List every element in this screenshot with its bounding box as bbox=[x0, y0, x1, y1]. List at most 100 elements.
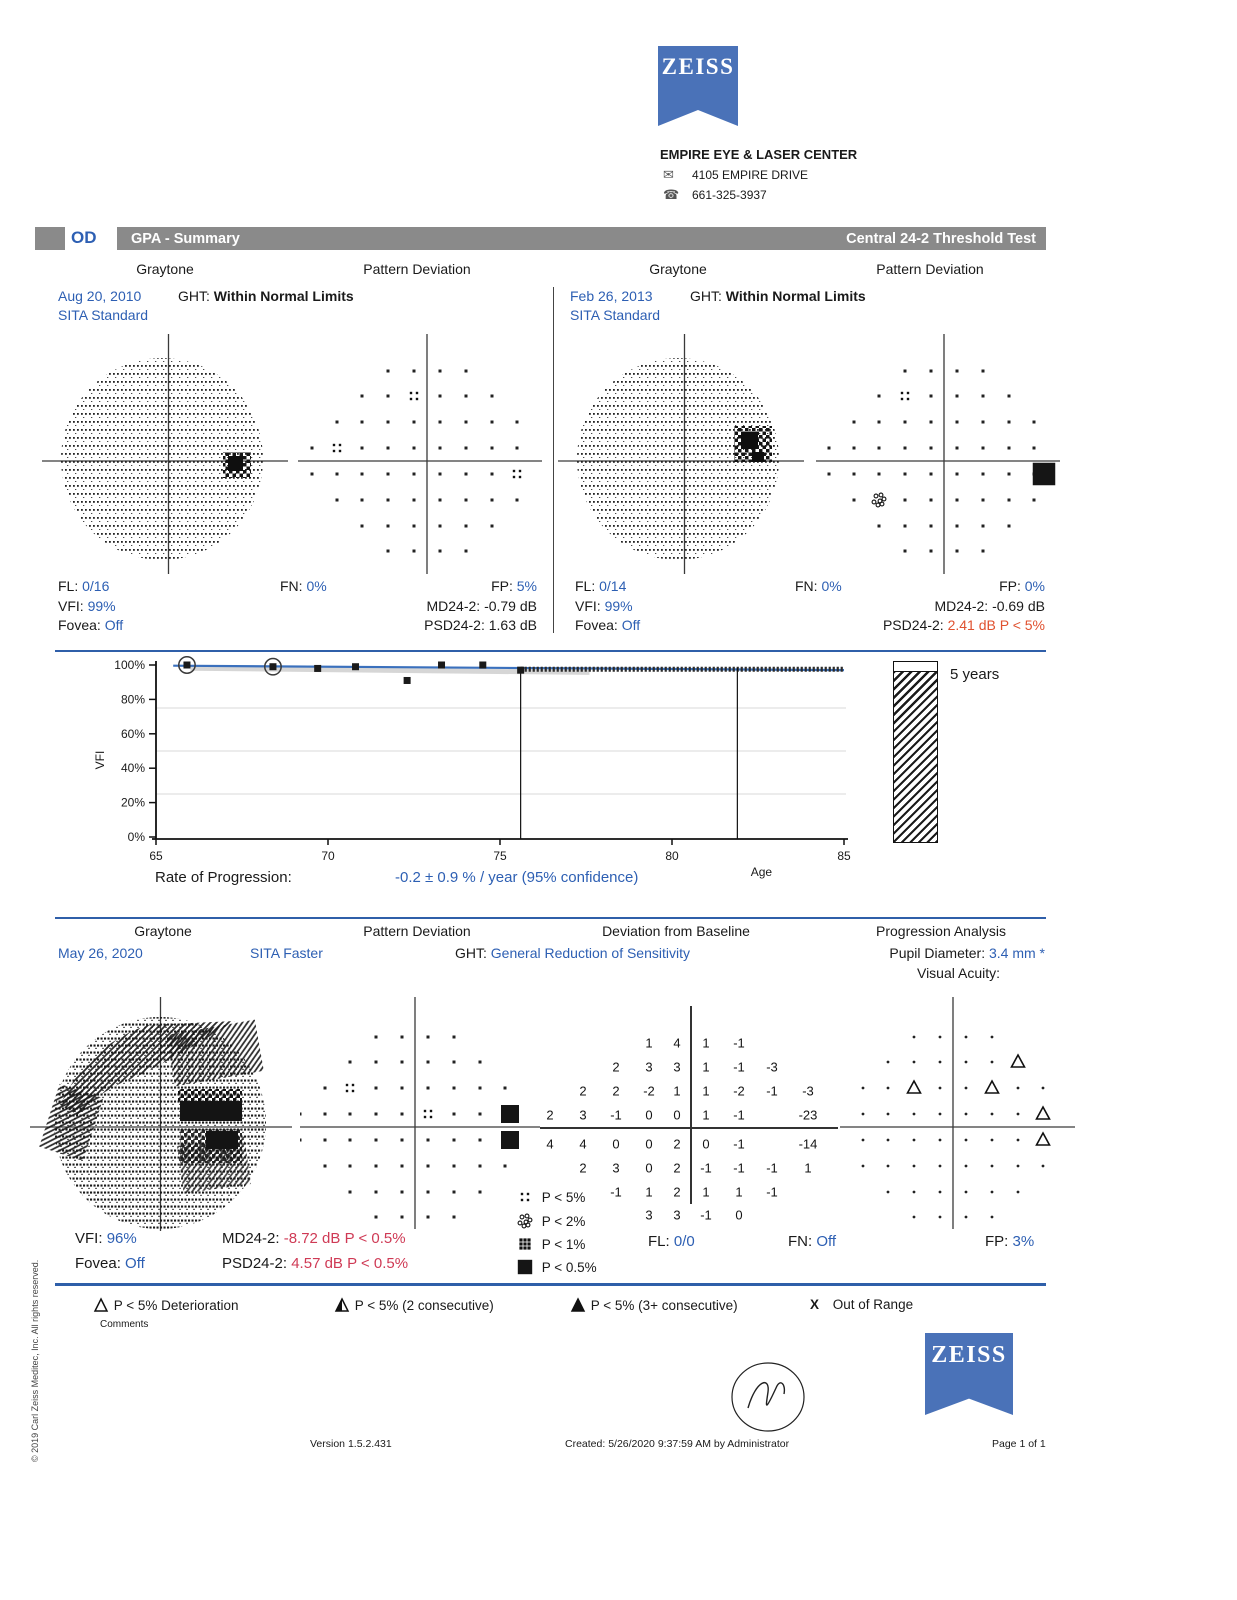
followup-fovea: Fovea: Off bbox=[75, 1255, 145, 1272]
page-number: Page 1 of 1 bbox=[992, 1438, 1046, 1450]
deviation-value: 0 bbox=[702, 1136, 710, 1152]
deviation-value: 2 bbox=[612, 1059, 620, 1075]
followup-strategy: SITA Faster bbox=[250, 945, 323, 961]
svg-text:85: 85 bbox=[837, 849, 851, 863]
report-title: GPA - Summary bbox=[131, 230, 240, 247]
deviation-value: -1 bbox=[733, 1107, 745, 1123]
deviation-value: 1 bbox=[804, 1160, 812, 1176]
svg-text:20%: 20% bbox=[121, 796, 145, 810]
graytone-plot-2013 bbox=[558, 334, 804, 574]
deviation-value: -14 bbox=[798, 1136, 818, 1152]
zeiss-logo-text: ZEISS bbox=[661, 54, 735, 79]
deviation-value: 0 bbox=[645, 1136, 653, 1152]
comments-label: Comments bbox=[100, 1319, 149, 1330]
legend-p5: P < 5% bbox=[514, 1188, 585, 1206]
svg-text:65: 65 bbox=[149, 849, 163, 863]
open-triangle-icon bbox=[93, 1297, 109, 1312]
deviation-value: -23 bbox=[798, 1107, 818, 1123]
deviation-value: -3 bbox=[802, 1083, 814, 1099]
baseline2-fovea: Fovea: Off bbox=[575, 617, 641, 633]
deviation-value: -2 bbox=[643, 1083, 655, 1099]
col-deviation-from-baseline: Deviation from Baseline bbox=[602, 923, 750, 939]
legend-p2: P < 2% bbox=[514, 1212, 585, 1230]
svg-text:40%: 40% bbox=[121, 761, 145, 775]
pupil-diameter: Pupil Diameter: 3.4 mm * bbox=[889, 945, 1045, 961]
progression-analysis-plot bbox=[840, 997, 1075, 1229]
deviation-value: 1 bbox=[702, 1184, 710, 1200]
deviation-value: 3 bbox=[579, 1107, 587, 1123]
baseline2-fn: FN: 0% bbox=[795, 578, 842, 594]
deviation-value: 3 bbox=[612, 1160, 620, 1176]
graytone-plot-2020 bbox=[30, 997, 292, 1231]
svg-text:100%: 100% bbox=[114, 658, 145, 672]
test-type: Central 24-2 Threshold Test bbox=[846, 230, 1036, 247]
deviation-value: 1 bbox=[645, 1035, 653, 1051]
clinic-phone: 661-325-3937 bbox=[692, 188, 767, 202]
deviation-value: 3 bbox=[645, 1059, 653, 1075]
deviation-value: -2 bbox=[733, 1083, 745, 1099]
followup-date: May 26, 2020 bbox=[58, 945, 143, 961]
deviation-value: -1 bbox=[610, 1107, 622, 1123]
panel-divider bbox=[553, 287, 555, 633]
deviation-value: 0 bbox=[612, 1136, 620, 1152]
deviation-value: 1 bbox=[735, 1184, 743, 1200]
col-pattern-deviation-1: Pattern Deviation bbox=[363, 261, 471, 277]
p05-symbol-icon bbox=[517, 1259, 533, 1275]
deviation-value: -1 bbox=[766, 1083, 778, 1099]
deviation-value: 4 bbox=[579, 1136, 587, 1152]
pattern-deviation-plot-2020 bbox=[300, 997, 540, 1229]
deviation-value: 1 bbox=[702, 1035, 710, 1051]
legend-2-consecutive: P < 5% (2 consecutive) bbox=[334, 1297, 494, 1313]
deviation-from-baseline-grid: 1 4 1 -1 2 3 3 1 -1 -3 2 2 -2 1 1 -2 -1 -3 2 3 -1 0 0 1 -1 -23 4 4 0… bbox=[540, 1000, 840, 1223]
deviation-value: 3 bbox=[645, 1207, 653, 1223]
col-pattern-deviation-2: Pattern Deviation bbox=[876, 261, 984, 277]
col-graytone-3: Graytone bbox=[134, 923, 192, 939]
followup-ght: GHT: General Reduction of Sensitivity bbox=[455, 945, 690, 961]
deviation-value: -1 bbox=[733, 1035, 745, 1051]
baseline1-fn: FN: 0% bbox=[280, 578, 327, 594]
title-bar: GPA - Summary Central 24-2 Threshold Tes… bbox=[117, 227, 1046, 250]
x-symbol: X bbox=[810, 1297, 820, 1312]
version-text: Version 1.5.2.431 bbox=[310, 1438, 392, 1450]
svg-text:70: 70 bbox=[321, 849, 335, 863]
deviation-value: -1 bbox=[610, 1184, 622, 1200]
clinic-address: 4105 EMPIRE DRIVE bbox=[692, 168, 809, 182]
deviation-value: 4 bbox=[673, 1035, 681, 1051]
pattern-deviation-plot-2013 bbox=[816, 334, 1060, 574]
deviation-value: 3 bbox=[673, 1207, 681, 1223]
deviation-value: 2 bbox=[579, 1160, 587, 1176]
deviation-grid-vertical-axis bbox=[690, 1006, 692, 1204]
signature bbox=[731, 1362, 805, 1432]
copyright-text: © 2019 Carl Zeiss Meditec, Inc. All righ… bbox=[30, 1259, 40, 1462]
deviation-value: -1 bbox=[700, 1160, 712, 1176]
divider-rule-3 bbox=[55, 1283, 1046, 1286]
title-bar-stub bbox=[35, 227, 65, 250]
graytone-plot-2010 bbox=[42, 334, 288, 574]
envelope-icon: ✉ bbox=[663, 168, 674, 183]
deviation-value: -1 bbox=[766, 1160, 778, 1176]
deviation-value: -1 bbox=[766, 1184, 778, 1200]
baseline2-date: Feb 26, 2013 bbox=[570, 288, 653, 304]
baseline2-strategy: SITA Standard bbox=[570, 307, 661, 323]
rate-of-progression-value: -0.2 ± 0.9 % / year (95% confidence) bbox=[395, 869, 639, 886]
clinic-name: EMPIRE EYE & LASER CENTER bbox=[660, 147, 858, 162]
rate-of-progression-label: Rate of Progression: bbox=[155, 869, 292, 886]
baseline1-fp: FP: 5% bbox=[491, 578, 537, 594]
svg-text:80%: 80% bbox=[121, 692, 145, 706]
deviation-value: -1 bbox=[733, 1136, 745, 1152]
filled-triangle-icon bbox=[570, 1297, 586, 1312]
baseline1-ght: GHT: Within Normal Limits bbox=[178, 288, 354, 304]
legend-p05: P < 0.5% bbox=[514, 1258, 597, 1276]
baseline2-psd: PSD24-2: 2.41 dB P < 5% bbox=[882, 617, 1045, 633]
svg-text:VFI: VFI bbox=[93, 751, 107, 770]
baseline2-fp: FP: 0% bbox=[999, 578, 1045, 594]
baseline1-fovea: Fovea: Off bbox=[58, 617, 124, 633]
baseline1-date: Aug 20, 2010 bbox=[58, 288, 142, 304]
p2-symbol-icon bbox=[517, 1213, 533, 1229]
divider-rule-1 bbox=[55, 650, 1046, 652]
deviation-value: 2 bbox=[673, 1184, 681, 1200]
baseline1-fl: FL: 0/16 bbox=[58, 578, 110, 594]
half-filled-triangle-icon bbox=[334, 1297, 350, 1312]
zeiss-logo-footer-text: ZEISS bbox=[931, 1342, 1007, 1368]
baseline1-psd: PSD24-2: 1.63 dB bbox=[424, 617, 537, 633]
